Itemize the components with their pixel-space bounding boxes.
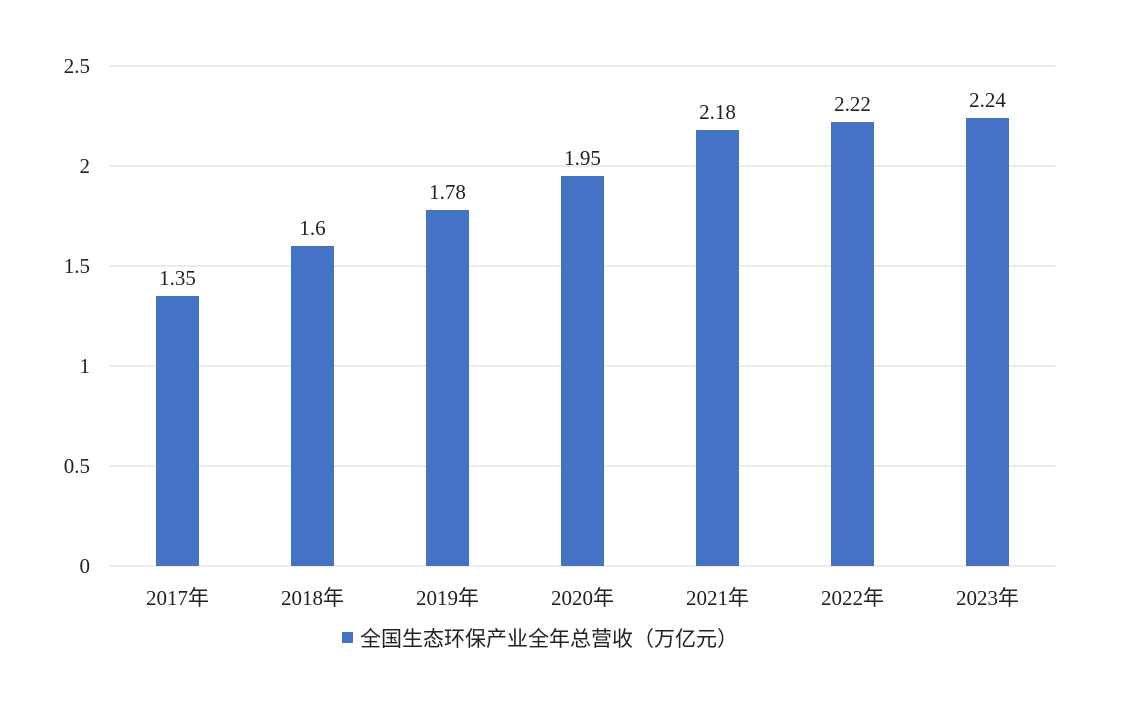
y-axis: 0 0.5 1 1.5 2 2.5 bbox=[64, 54, 90, 578]
y-tick-label: 0 bbox=[80, 554, 91, 578]
bar bbox=[156, 296, 199, 566]
x-tick-label: 2022年 bbox=[821, 586, 884, 610]
legend-swatch bbox=[342, 632, 353, 643]
bar bbox=[966, 118, 1009, 566]
data-label: 2.18 bbox=[699, 100, 736, 124]
x-axis: 2017年 2018年 2019年 2020年 2021年 2022年 2023年 bbox=[146, 586, 1019, 610]
bar bbox=[561, 176, 604, 566]
data-label: 1.78 bbox=[429, 180, 466, 204]
bar bbox=[831, 122, 874, 566]
y-tick-label: 1 bbox=[80, 354, 91, 378]
data-label: 2.22 bbox=[834, 92, 871, 116]
x-tick-label: 2019年 bbox=[416, 586, 479, 610]
data-label: 1.95 bbox=[564, 146, 601, 170]
legend: 全国生态环保产业全年总营收（万亿元） bbox=[342, 627, 738, 651]
bar bbox=[696, 130, 739, 566]
data-label: 1.35 bbox=[159, 266, 196, 290]
x-tick-label: 2023年 bbox=[956, 586, 1019, 610]
x-tick-label: 2020年 bbox=[551, 586, 614, 610]
x-tick-label: 2021年 bbox=[686, 586, 749, 610]
data-label: 2.24 bbox=[969, 88, 1006, 112]
legend-label: 全国生态环保产业全年总营收（万亿元） bbox=[360, 627, 738, 651]
bar bbox=[426, 210, 469, 566]
y-tick-label: 2.5 bbox=[64, 54, 90, 78]
bar bbox=[291, 246, 334, 566]
bars bbox=[156, 118, 1009, 566]
data-labels: 1.35 1.6 1.78 1.95 2.18 2.22 2.24 bbox=[159, 88, 1006, 290]
x-tick-label: 2018年 bbox=[281, 586, 344, 610]
y-tick-label: 1.5 bbox=[64, 254, 90, 278]
y-tick-label: 2 bbox=[80, 154, 91, 178]
x-tick-label: 2017年 bbox=[146, 586, 209, 610]
y-tick-label: 0.5 bbox=[64, 454, 90, 478]
data-label: 1.6 bbox=[299, 216, 325, 240]
